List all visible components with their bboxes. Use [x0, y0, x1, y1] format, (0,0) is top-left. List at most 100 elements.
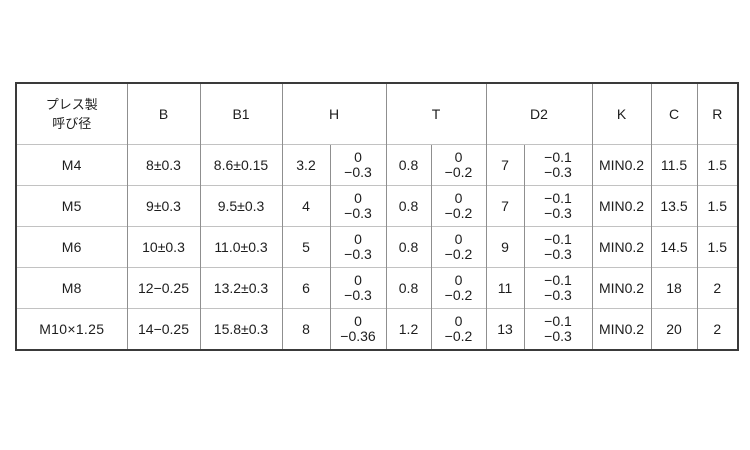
table-row-m10x1-25: M10×1.25 14−0.25 15.8±0.3 8 0 −0.36 1.2 …: [15, 308, 738, 350]
cell-c: 18: [650, 267, 697, 309]
header-col-c: C: [650, 82, 697, 145]
header-nominal-diameter-line2: 呼び径: [52, 116, 92, 131]
tolerance-upper: 0: [454, 190, 463, 206]
cell-d2-value: 11: [485, 267, 524, 309]
tolerance-upper: −0.1: [544, 190, 572, 206]
tolerance-upper: 0: [454, 313, 463, 329]
tolerance-lower: −0.3: [344, 205, 372, 221]
table-row-m5: M5 9±0.3 9.5±0.3 4 0 −0.3 0.8 0 −0.2 7 −…: [15, 185, 738, 227]
cell-name: M10×1.25: [15, 308, 127, 350]
cell-b: 8±0.3: [126, 144, 200, 186]
cell-b1: 8.6±0.15: [199, 144, 282, 186]
cell-d2-tolerance: −0.1 −0.3: [523, 226, 592, 268]
cell-k: MIN0.2: [591, 144, 651, 186]
tolerance-lower: −0.3: [344, 164, 372, 180]
cell-k: MIN0.2: [591, 267, 651, 309]
table-row-m4: M4 8±0.3 8.6±0.15 3.2 0 −0.3 0.8 0 −0.2 …: [15, 144, 738, 186]
tolerance-upper: 0: [354, 272, 362, 288]
tolerance-upper: 0: [454, 149, 463, 165]
cell-t-value: 0.8: [385, 144, 431, 186]
tolerance-upper: 0: [354, 231, 362, 247]
dimension-spec-table: プレス製 呼び径 B B1 H T D2 K C R M4 8±0.3 8.6±…: [15, 82, 739, 351]
tolerance-lower: −0.3: [544, 328, 572, 344]
cell-name: M6: [15, 226, 127, 268]
tolerance-upper: 0: [454, 272, 463, 288]
tolerance-lower: −0.3: [544, 246, 572, 262]
cell-d2-value: 7: [485, 144, 524, 186]
cell-h-value: 4: [281, 185, 330, 227]
table-row-m6: M6 10±0.3 11.0±0.3 5 0 −0.3 0.8 0 −0.2 9…: [15, 226, 738, 268]
cell-name: M8: [15, 267, 127, 309]
cell-b: 9±0.3: [126, 185, 200, 227]
cell-t-value: 0.8: [385, 226, 431, 268]
cell-d2-tolerance: −0.1 −0.3: [523, 144, 592, 186]
cell-c: 11.5: [650, 144, 697, 186]
header-col-b: B: [126, 82, 200, 145]
tolerance-lower: −0.2: [444, 164, 473, 180]
cell-c: 14.5: [650, 226, 697, 268]
cell-r: 2: [696, 308, 738, 350]
cell-c: 13.5: [650, 185, 697, 227]
header-col-b1: B1: [199, 82, 282, 145]
cell-t-value: 0.8: [385, 185, 431, 227]
cell-t-value: 1.2: [385, 308, 431, 350]
header-col-k: K: [591, 82, 651, 145]
cell-d2-tolerance: −0.1 −0.3: [523, 185, 592, 227]
table-row-m8: M8 12−0.25 13.2±0.3 6 0 −0.3 0.8 0 −0.2 …: [15, 267, 738, 309]
tolerance-lower: −0.2: [444, 328, 473, 344]
cell-h-value: 5: [281, 226, 330, 268]
header-col-d2: D2: [485, 82, 592, 145]
cell-h-value: 6: [281, 267, 330, 309]
cell-h-tolerance: 0 −0.3: [329, 226, 386, 268]
tolerance-upper: −0.1: [544, 313, 572, 329]
cell-d2-tolerance: −0.1 −0.3: [523, 267, 592, 309]
cell-d2-value: 9: [485, 226, 524, 268]
cell-h-tolerance: 0 −0.36: [329, 308, 386, 350]
cell-b: 14−0.25: [126, 308, 200, 350]
cell-b1: 13.2±0.3: [199, 267, 282, 309]
header-col-r: R: [696, 82, 738, 145]
header-col-t: T: [385, 82, 486, 145]
tolerance-upper: 0: [454, 231, 463, 247]
cell-r: 1.5: [696, 185, 738, 227]
cell-name: M4: [15, 144, 127, 186]
header-col-h: H: [281, 82, 386, 145]
cell-d2-value: 7: [485, 185, 524, 227]
tolerance-lower: −0.3: [344, 287, 372, 303]
cell-r: 2: [696, 267, 738, 309]
tolerance-lower: −0.2: [444, 246, 473, 262]
cell-b1: 9.5±0.3: [199, 185, 282, 227]
header-nominal-diameter: プレス製 呼び径: [15, 82, 127, 145]
cell-t-tolerance: 0 −0.2: [430, 144, 486, 186]
cell-r: 1.5: [696, 226, 738, 268]
cell-b: 12−0.25: [126, 267, 200, 309]
cell-h-value: 3.2: [281, 144, 330, 186]
tolerance-upper: 0: [354, 313, 362, 329]
cell-h-tolerance: 0 −0.3: [329, 185, 386, 227]
cell-t-tolerance: 0 −0.2: [430, 267, 486, 309]
cell-k: MIN0.2: [591, 226, 651, 268]
cell-k: MIN0.2: [591, 185, 651, 227]
cell-b: 10±0.3: [126, 226, 200, 268]
cell-name: M5: [15, 185, 127, 227]
tolerance-lower: −0.3: [544, 287, 572, 303]
cell-t-tolerance: 0 −0.2: [430, 308, 486, 350]
table-header-row: プレス製 呼び径 B B1 H T D2 K C R: [15, 82, 738, 145]
cell-h-tolerance: 0 −0.3: [329, 144, 386, 186]
tolerance-lower: −0.2: [444, 287, 473, 303]
tolerance-upper: −0.1: [544, 149, 572, 165]
tolerance-lower: −0.3: [544, 205, 572, 221]
cell-h-tolerance: 0 −0.3: [329, 267, 386, 309]
tolerance-upper: 0: [354, 149, 362, 165]
header-nominal-diameter-line1: プレス製: [45, 97, 98, 112]
cell-b1: 15.8±0.3: [199, 308, 282, 350]
cell-d2-value: 13: [485, 308, 524, 350]
tolerance-lower: −0.36: [340, 328, 376, 344]
cell-t-tolerance: 0 −0.2: [430, 226, 486, 268]
spec-table-container: プレス製 呼び径 B B1 H T D2 K C R M4 8±0.3 8.6±…: [15, 82, 739, 351]
cell-t-tolerance: 0 −0.2: [430, 185, 486, 227]
tolerance-upper: 0: [354, 190, 362, 206]
cell-d2-tolerance: −0.1 −0.3: [523, 308, 592, 350]
cell-r: 1.5: [696, 144, 738, 186]
tolerance-upper: −0.1: [544, 231, 572, 247]
